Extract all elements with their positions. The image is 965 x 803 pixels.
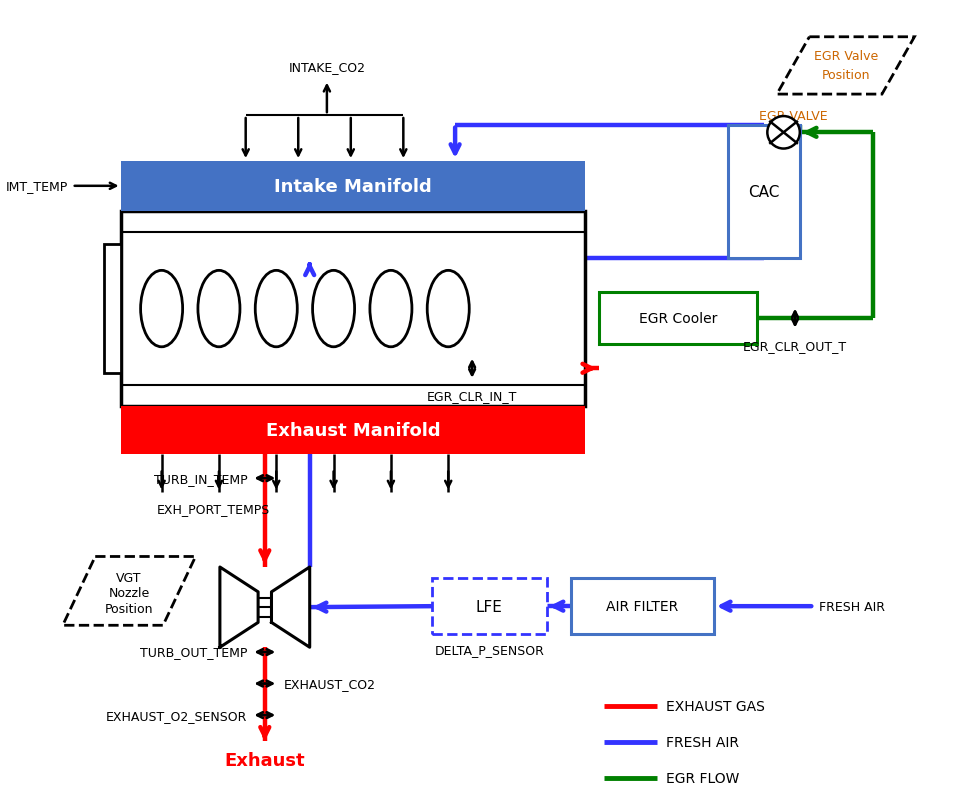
Ellipse shape — [256, 271, 297, 348]
Text: FRESH AIR: FRESH AIR — [819, 600, 885, 613]
Text: EXHAUST_CO2: EXHAUST_CO2 — [284, 677, 376, 691]
Bar — [122, 161, 585, 211]
Bar — [104, 245, 122, 373]
Text: TURB_IN_TEMP: TURB_IN_TEMP — [154, 472, 248, 485]
Bar — [122, 407, 585, 454]
Bar — [122, 211, 585, 407]
Ellipse shape — [313, 271, 354, 348]
Text: EXHAUST GAS: EXHAUST GAS — [666, 699, 765, 712]
Text: DELTA_P_SENSOR: DELTA_P_SENSOR — [434, 644, 544, 657]
Polygon shape — [271, 567, 310, 647]
Text: IMT_TEMP: IMT_TEMP — [6, 180, 68, 193]
Ellipse shape — [141, 271, 182, 348]
Text: VGT: VGT — [117, 571, 142, 585]
Bar — [432, 579, 546, 634]
Text: EXHAUST_O2_SENSOR: EXHAUST_O2_SENSOR — [106, 709, 248, 722]
Text: EGR FLOW: EGR FLOW — [666, 771, 739, 785]
Text: AIR FILTER: AIR FILTER — [606, 599, 678, 613]
Text: LFE: LFE — [476, 599, 503, 614]
Ellipse shape — [370, 271, 412, 348]
Text: EXH_PORT_TEMPS: EXH_PORT_TEMPS — [157, 503, 270, 516]
Text: EGR Cooler: EGR Cooler — [639, 312, 717, 326]
Text: Position: Position — [105, 601, 153, 615]
Text: FRESH AIR: FRESH AIR — [666, 735, 739, 749]
Text: Exhaust Manifold: Exhaust Manifold — [266, 422, 440, 440]
Polygon shape — [63, 556, 196, 626]
Ellipse shape — [427, 271, 469, 348]
Bar — [729, 125, 800, 259]
Text: EGR_CLR_IN_T: EGR_CLR_IN_T — [427, 389, 517, 403]
Text: EGR_CLR_OUT_T: EGR_CLR_OUT_T — [743, 340, 847, 353]
Text: EGR VALVE: EGR VALVE — [758, 109, 827, 122]
Circle shape — [767, 117, 800, 149]
Polygon shape — [220, 567, 258, 647]
Text: EGR Valve: EGR Valve — [813, 51, 878, 63]
Text: INTAKE_CO2: INTAKE_CO2 — [289, 61, 366, 74]
Text: TURB_OUT_TEMP: TURB_OUT_TEMP — [140, 646, 248, 658]
Bar — [599, 292, 757, 345]
Text: Position: Position — [821, 69, 869, 83]
Text: Nozzle: Nozzle — [108, 586, 150, 600]
Text: Intake Manifold: Intake Manifold — [274, 177, 432, 196]
Text: Exhaust: Exhaust — [225, 751, 305, 769]
Text: CAC: CAC — [748, 185, 780, 200]
Ellipse shape — [198, 271, 240, 348]
Bar — [570, 579, 714, 634]
Polygon shape — [777, 38, 915, 95]
